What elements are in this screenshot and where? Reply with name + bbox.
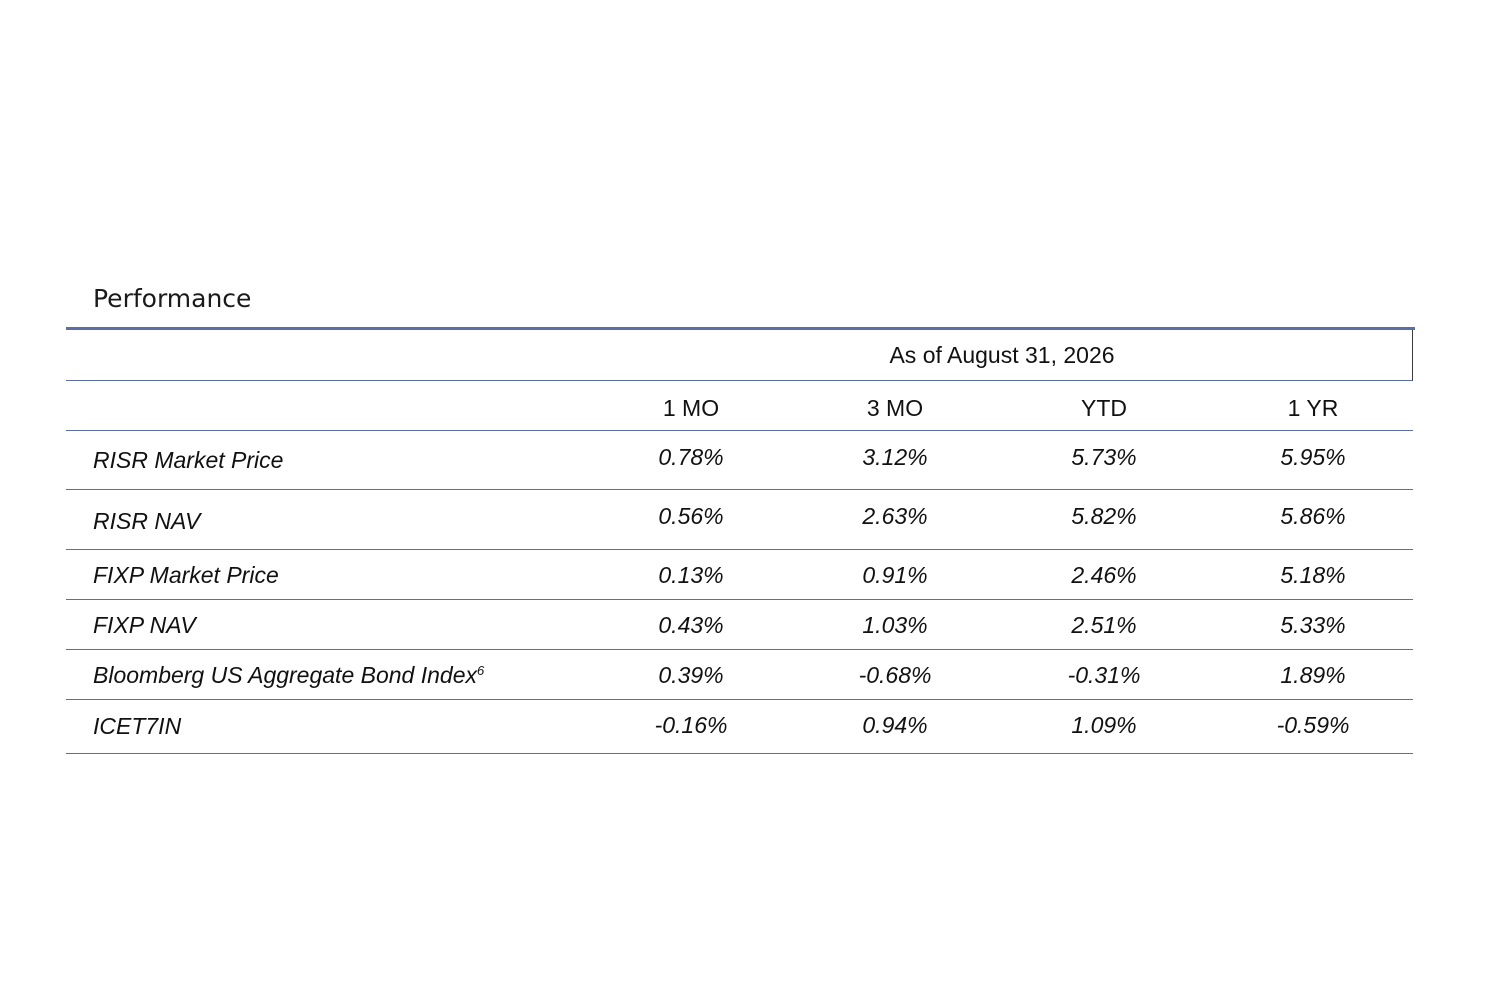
footnote-marker: 6 <box>477 663 485 678</box>
value-1mo: 0.39% <box>658 662 724 688</box>
value-ytd: 5.73% <box>1071 444 1137 470</box>
value-3mo: 1.03% <box>862 612 928 638</box>
performance-table: 1 MO 3 MO YTD 1 YR RISR Market Price 0.7… <box>66 381 1413 754</box>
column-header-1yr: 1 YR <box>1287 395 1339 421</box>
value-3mo: 2.63% <box>862 503 928 529</box>
value-ytd: 2.51% <box>1071 612 1137 638</box>
as-of-date: As of August 31, 2026 <box>889 342 1115 368</box>
value-1mo: 0.43% <box>658 612 724 638</box>
column-header-1mo: 1 MO <box>662 395 720 421</box>
value-1yr: 5.86% <box>1280 503 1346 529</box>
value-ytd: 2.46% <box>1071 562 1137 588</box>
table-row: RISR Market Price 0.78% 3.12% 5.73% 5.95… <box>66 431 1413 490</box>
value-1yr: -0.59% <box>1276 712 1350 738</box>
section-title: Performance <box>93 284 252 313</box>
table-row: Bloomberg US Aggregate Bond Index6 0.39%… <box>66 650 1413 700</box>
table-row: RISR NAV 0.56% 2.63% 5.82% 5.86% <box>66 490 1413 550</box>
value-1yr: 5.18% <box>1280 562 1346 588</box>
row-label: RISR Market Price <box>93 447 284 473</box>
row-label: Bloomberg US Aggregate Bond Index6 <box>93 662 484 689</box>
value-ytd: 5.82% <box>1071 503 1137 529</box>
value-3mo: 0.94% <box>862 712 928 738</box>
value-1mo: 0.78% <box>658 444 724 470</box>
value-1mo: 0.13% <box>658 562 724 588</box>
value-ytd: 1.09% <box>1071 712 1137 738</box>
row-label: ICET7IN <box>93 713 182 739</box>
column-header-ytd: YTD <box>1081 395 1127 421</box>
top-rule <box>66 327 1415 330</box>
value-1mo: -0.16% <box>654 712 728 738</box>
row-label: FIXP NAV <box>93 612 196 638</box>
row-label: FIXP Market Price <box>93 562 279 588</box>
value-1mo: 0.56% <box>658 503 724 529</box>
table-row: FIXP NAV 0.43% 1.03% 2.51% 5.33% <box>66 600 1413 650</box>
column-header-3mo: 3 MO <box>866 395 924 421</box>
table-row: FIXP Market Price 0.13% 0.91% 2.46% 5.18… <box>66 550 1413 600</box>
table-row: ICET7IN -0.16% 0.94% 1.09% -0.59% <box>66 700 1413 754</box>
value-3mo: -0.68% <box>858 662 932 688</box>
value-1yr: 1.89% <box>1280 662 1346 688</box>
value-3mo: 3.12% <box>862 444 928 470</box>
column-header-row: 1 MO 3 MO YTD 1 YR <box>66 381 1413 431</box>
as-of-header-row: As of August 31, 2026 <box>66 330 1413 381</box>
value-1yr: 5.95% <box>1280 444 1346 470</box>
row-label: RISR NAV <box>93 508 201 534</box>
row-label-text: Bloomberg US Aggregate Bond Index <box>93 662 478 688</box>
value-3mo: 0.91% <box>862 562 928 588</box>
value-1yr: 5.33% <box>1280 612 1346 638</box>
value-ytd: -0.31% <box>1067 662 1141 688</box>
